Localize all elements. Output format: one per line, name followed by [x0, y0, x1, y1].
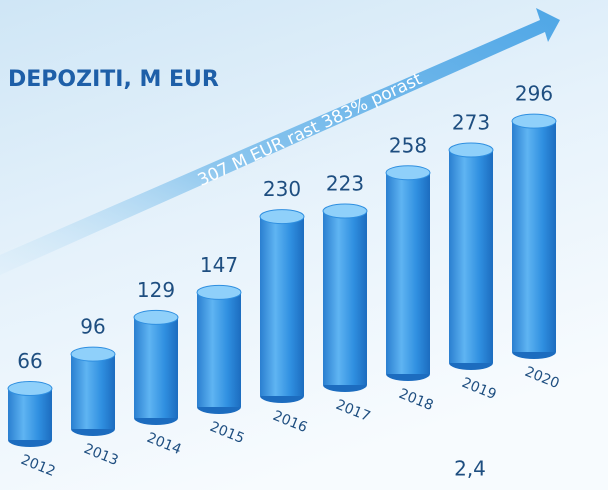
- bar: [197, 292, 241, 407]
- bar-top: [8, 382, 52, 396]
- bar: [386, 173, 430, 374]
- bar: [8, 389, 52, 440]
- value-label: 147: [200, 253, 238, 277]
- value-label: 96: [80, 315, 105, 339]
- value-label: 129: [137, 278, 175, 302]
- chart: 307 M EUR rast 383% porast DEPOZITI, M E…: [0, 0, 608, 490]
- value-label: 223: [326, 172, 364, 196]
- bar-top: [386, 166, 430, 180]
- chart-title: DEPOZITI, M EUR: [8, 67, 219, 92]
- bar-top: [323, 204, 367, 218]
- bar-top: [134, 310, 178, 324]
- footnote: 2,4: [454, 457, 486, 481]
- bar-top: [449, 143, 493, 157]
- value-label: 230: [263, 177, 301, 201]
- value-label: 296: [515, 82, 553, 106]
- bar: [71, 354, 115, 429]
- value-label: 258: [389, 133, 427, 157]
- bar: [260, 217, 304, 396]
- bar: [134, 317, 178, 418]
- value-label: 66: [17, 349, 42, 373]
- bar-top: [71, 347, 115, 361]
- bar-top: [512, 114, 556, 128]
- bar-top: [197, 285, 241, 299]
- value-label: 273: [452, 111, 490, 135]
- bar-top: [260, 210, 304, 224]
- bar: [323, 211, 367, 385]
- bar: [512, 121, 556, 352]
- bar: [449, 150, 493, 363]
